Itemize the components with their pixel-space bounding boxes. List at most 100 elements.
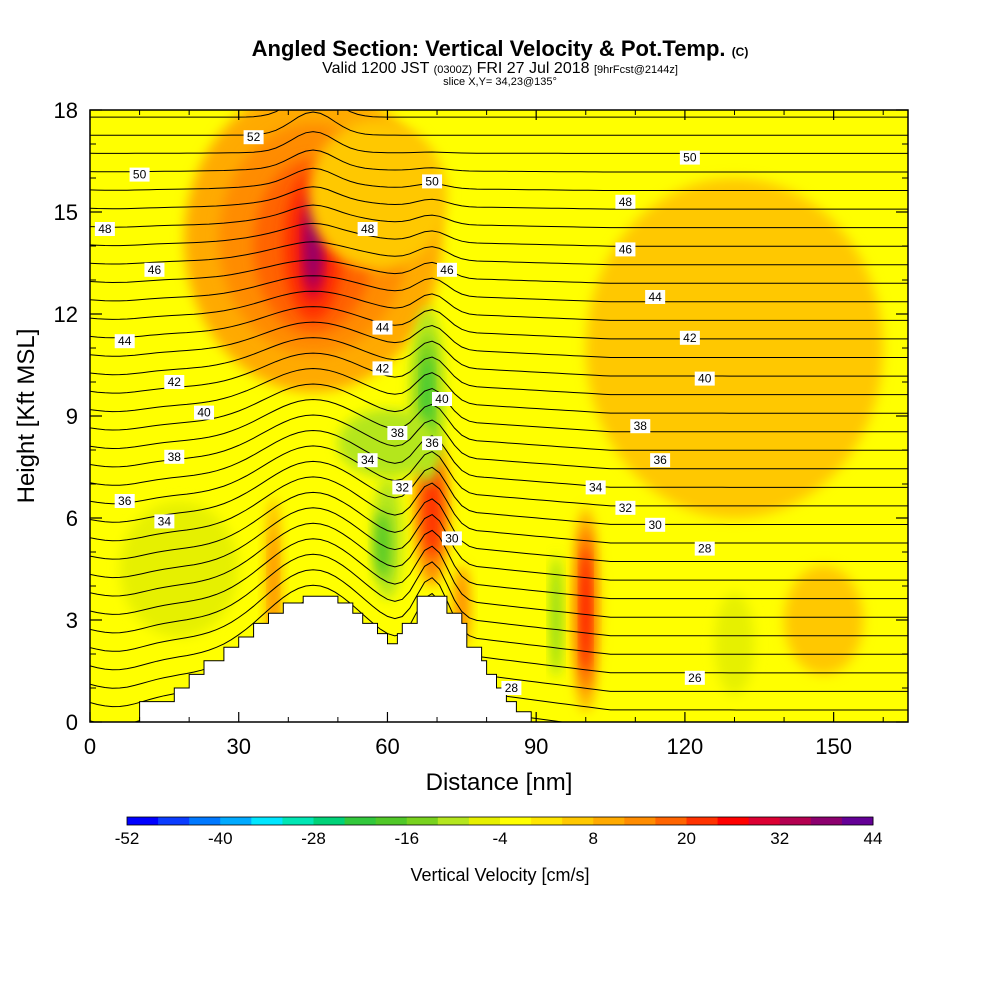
velocity-cell (581, 548, 590, 671)
contour-label: 36 (422, 436, 443, 451)
contour-label-bg (501, 681, 522, 695)
isentrope-line (90, 149, 908, 173)
colorbar-swatch (282, 817, 314, 825)
contour-label-text: 36 (425, 436, 439, 450)
velocity-cell (784, 565, 864, 675)
colorbar-swatch (686, 817, 719, 825)
contour-label-bg (164, 375, 185, 389)
isentrope-line (90, 167, 908, 191)
isentrope-line (90, 352, 908, 396)
contour-label: 50 (129, 167, 150, 182)
contour-label: 34 (154, 514, 175, 529)
isentrope-line (90, 398, 908, 451)
x-tick-label: 60 (375, 734, 399, 759)
isentrope-line (90, 222, 908, 247)
colorbar-tick-label: -28 (301, 829, 326, 848)
isentrope-line (90, 429, 908, 488)
contour-label-bg (650, 453, 671, 468)
contour-label-text: 34 (361, 453, 375, 467)
colorbar-swatch (717, 817, 750, 825)
contour-label: 30 (441, 531, 462, 546)
contour-label: 32 (392, 480, 413, 495)
contour-label: 42 (679, 330, 700, 345)
contour-label: 38 (630, 419, 651, 434)
contour-label-text: 34 (158, 514, 172, 528)
contour-label-bg (694, 371, 715, 386)
contour-label: 34 (585, 480, 606, 495)
contour-label-text: 42 (376, 361, 390, 375)
contour-label-text: 40 (698, 372, 712, 386)
contour-label-bg (387, 426, 408, 440)
isentrope-line (90, 110, 908, 118)
contour-label-text: 42 (168, 375, 182, 389)
velocity-cell (714, 592, 755, 695)
contour-label-text: 50 (133, 168, 147, 182)
contour-label: 46 (436, 262, 457, 277)
contour-label-bg (684, 670, 705, 685)
chart-title: Angled Section: Vertical Velocity & Pot.… (251, 36, 749, 61)
contour-label: 42 (372, 361, 393, 376)
y-axis-label: Height [Kft MSL] (13, 329, 40, 504)
contour-label-text: 40 (197, 406, 211, 420)
colorbar-swatch (158, 817, 190, 825)
colorbar-swatch (531, 817, 563, 825)
colorbar-swatch (344, 817, 377, 825)
contour-label-bg (679, 330, 700, 345)
contour-label-bg (431, 392, 452, 406)
contour-label: 42 (164, 375, 185, 389)
contour-label-bg (422, 436, 443, 451)
contour-label-bg (585, 480, 606, 495)
y-tick-label: 6 (66, 506, 78, 531)
contour-label-bg (422, 174, 443, 189)
contour-label-bg (615, 194, 636, 209)
contour-label-text: 36 (118, 494, 132, 508)
colorbar-tick-label: -4 (492, 829, 507, 848)
contour-label-text: 40 (435, 392, 449, 406)
y-tick-label: 18 (54, 98, 78, 123)
contour-label: 38 (387, 426, 408, 440)
isentrope-line (90, 569, 908, 655)
x-tick-label: 30 (226, 734, 250, 759)
isentrope-line (90, 491, 908, 562)
contour-label: 48 (357, 222, 378, 236)
y-tick-label: 3 (66, 608, 78, 633)
isentrope-line (90, 445, 908, 507)
contour-label-text: 48 (98, 222, 112, 236)
isentrope-line (90, 507, 908, 581)
contour-label-text: 42 (683, 331, 697, 345)
contour-label-bg (436, 262, 457, 277)
slice-info: slice X,Y= 34,23@135° (443, 76, 557, 88)
isentrope-line (90, 306, 908, 340)
contour-label-bg (694, 541, 715, 556)
isentrope-line (90, 259, 908, 284)
colorbar-tick-label: 8 (589, 829, 598, 848)
contour-label-bg (615, 242, 636, 257)
contour-label-bg (679, 150, 700, 165)
contour-label: 40 (194, 405, 215, 420)
colorbar-swatch (593, 817, 625, 825)
contour-label-text: 30 (445, 531, 459, 545)
colorbar-tick-label: -52 (115, 829, 140, 848)
x-tick-label: 0 (84, 734, 96, 759)
colorbar-label: Vertical Velocity [cm/s] (410, 865, 589, 885)
contour-label-bg (144, 262, 165, 277)
contour-label: 38 (164, 449, 185, 464)
contour-label: 32 (615, 500, 636, 515)
contour-label: 36 (650, 453, 671, 468)
isentrope-line (90, 111, 908, 136)
colorbar-swatch (468, 817, 501, 825)
contour-label-text: 38 (634, 419, 648, 433)
contour-label-bg (441, 531, 462, 546)
colorbar-swatch (127, 817, 159, 825)
contour-label-bg (392, 480, 413, 495)
contour-label: 26 (684, 670, 705, 685)
velocity-cell (119, 501, 239, 637)
y-tick-label: 9 (66, 404, 78, 429)
contour-label-bg (645, 517, 666, 532)
contour-label-text: 46 (440, 263, 454, 277)
contour-label-text: 32 (619, 501, 633, 515)
contour-label-bg (630, 419, 651, 434)
colorbar-tick-label: -40 (208, 829, 233, 848)
isentrope-line (90, 383, 908, 433)
